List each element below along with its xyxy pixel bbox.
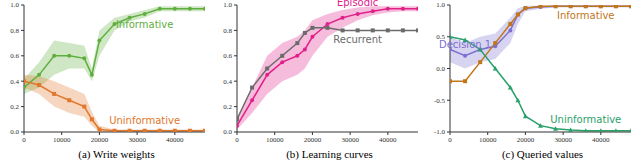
svg-text:0: 0: [22, 136, 26, 144]
html-text:(b) Learning curves: (b) Learning curves: [286, 148, 373, 160]
svg-text:Informative: Informative: [557, 10, 615, 21]
svg-text:-1.0: -1.0: [434, 128, 446, 136]
svg-text:40000: 40000: [592, 136, 610, 144]
svg-text:10000: 10000: [479, 136, 497, 144]
html-text:(a) Write weights: (a) Write weights: [78, 148, 155, 160]
svg-text:20000: 20000: [304, 136, 322, 144]
svg-text:Recurrent: Recurrent: [333, 34, 382, 45]
svg-text:30000: 30000: [341, 136, 359, 144]
svg-text:10000: 10000: [266, 136, 284, 144]
svg-text:10000: 10000: [53, 136, 71, 144]
svg-text:Uninformative: Uninformative: [550, 114, 621, 125]
svg-text:Decision 1: Decision 1: [439, 39, 491, 50]
svg-text:20000: 20000: [91, 136, 109, 144]
svg-text:Episodic: Episodic: [337, 0, 378, 8]
svg-text:0.0: 0.0: [436, 65, 445, 73]
svg-text:0.8: 0.8: [223, 27, 232, 35]
svg-text:0.8: 0.8: [10, 27, 19, 35]
svg-text:-0.5: -0.5: [434, 97, 446, 105]
svg-text:0.5: 0.5: [436, 33, 445, 42]
svg-text:0.4: 0.4: [223, 78, 232, 86]
svg-text:0.0: 0.0: [10, 128, 19, 136]
svg-text:1.0: 1.0: [223, 1, 232, 9]
svg-text:1.0: 1.0: [436, 1, 445, 9]
html-text:(c) Queried values: (c) Queried values: [501, 148, 584, 160]
svg-text:Informative: Informative: [116, 19, 174, 30]
svg-text:0: 0: [448, 136, 452, 144]
svg-text:Uninformative: Uninformative: [109, 115, 180, 126]
svg-text:0.6: 0.6: [223, 52, 232, 60]
svg-text:20000: 20000: [517, 136, 535, 144]
svg-text:0.4: 0.4: [10, 78, 19, 86]
svg-text:0.6: 0.6: [10, 52, 19, 60]
svg-text:30000: 30000: [554, 136, 572, 144]
svg-text:0.2: 0.2: [223, 103, 232, 111]
svg-text:0.0: 0.0: [223, 128, 232, 136]
svg-text:30000: 30000: [128, 136, 146, 144]
svg-text:0.2: 0.2: [10, 103, 19, 111]
svg-text:1.0: 1.0: [10, 1, 19, 9]
svg-text:40000: 40000: [379, 136, 397, 144]
svg-text:40000: 40000: [166, 136, 184, 144]
svg-text:0: 0: [235, 136, 239, 144]
